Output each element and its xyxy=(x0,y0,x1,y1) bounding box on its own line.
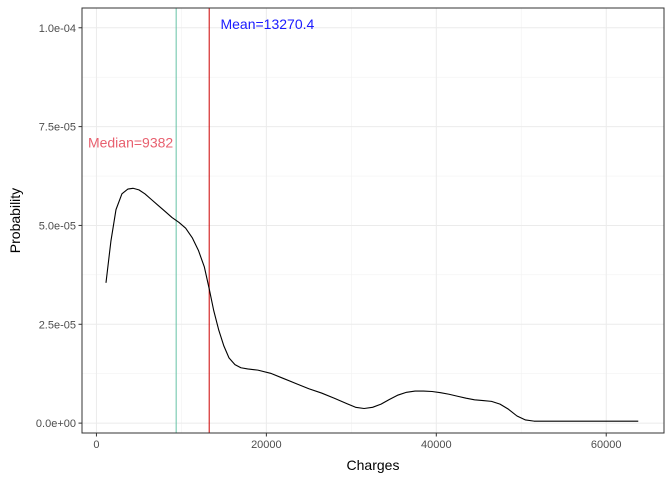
y-tick-label: 2.5e-05 xyxy=(39,319,76,331)
panel-border xyxy=(81,7,665,434)
x-axis-tick-labels: 0 20000 40000 60000 xyxy=(93,439,621,451)
annotation-label: Mean=13270.4 xyxy=(220,16,314,32)
y-tick-label: 1.0e-04 xyxy=(39,23,76,35)
major-gridlines xyxy=(82,8,664,433)
y-tick-label: 0.0e+00 xyxy=(36,418,76,430)
x-tick-label: 0 xyxy=(93,439,99,451)
annotation-label: Median=9382 xyxy=(88,135,173,151)
y-tick-label: 5.0e-05 xyxy=(39,220,76,232)
axis-ticks xyxy=(78,27,607,437)
y-tick-label: 7.5e-05 xyxy=(39,122,76,134)
y-axis-title: Probability xyxy=(7,188,23,253)
density-series xyxy=(105,187,639,422)
x-tick-label: 20000 xyxy=(251,439,282,451)
x-axis-title: Charges xyxy=(347,457,400,473)
x-tick-label: 40000 xyxy=(421,439,452,451)
minor-gridlines xyxy=(82,8,664,433)
y-axis-tick-labels: 0.0e+00 2.5e-05 5.0e-05 7.5e-05 1.0e-04 xyxy=(36,23,76,430)
annotations: Median=9382 Mean=13270.4 xyxy=(88,16,315,151)
density-line xyxy=(105,187,639,422)
x-tick-label: 60000 xyxy=(591,439,622,451)
